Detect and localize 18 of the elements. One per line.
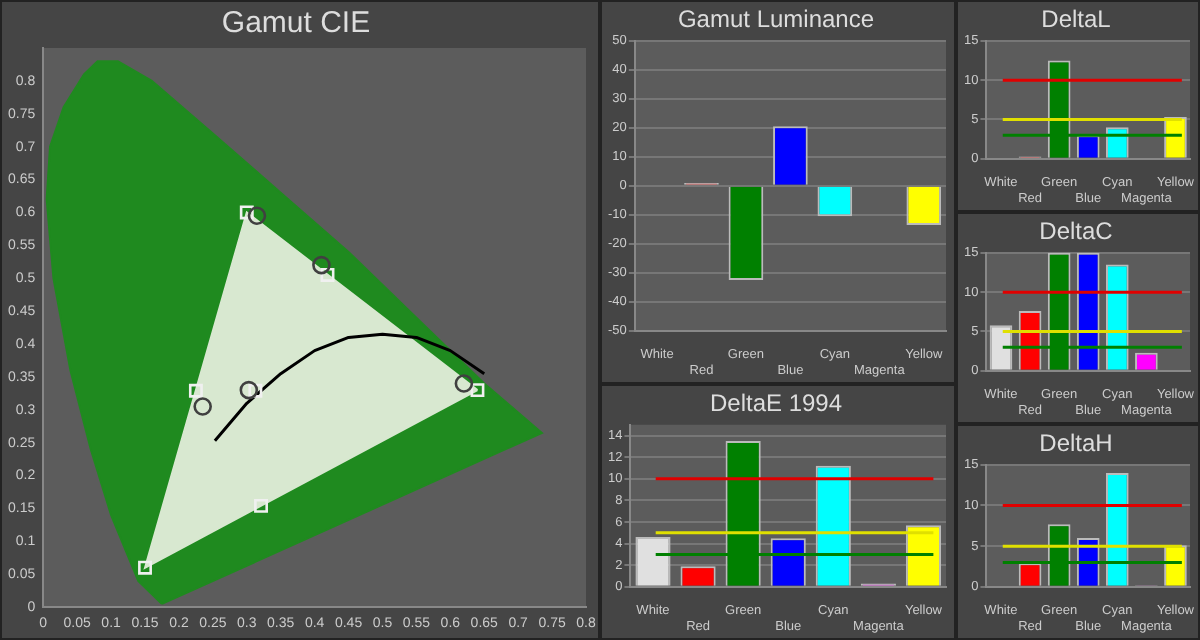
point [248,383,263,398]
point [188,383,203,398]
chart-title: DeltaE 1994 [709,389,843,418]
point [454,374,474,393]
chart-title: Gamut CIE [221,6,371,41]
point [254,498,268,513]
point [247,206,267,226]
point [239,205,254,220]
point [239,380,259,400]
point [138,560,152,575]
chart-title: DeltaH [1039,429,1113,458]
point [193,397,212,416]
chart-title: DeltaC [1039,217,1114,246]
point [312,255,331,275]
chart-title: DeltaL [1041,5,1112,34]
point [320,268,335,282]
chart-title: Gamut Luminance [677,5,875,34]
point [470,383,485,398]
